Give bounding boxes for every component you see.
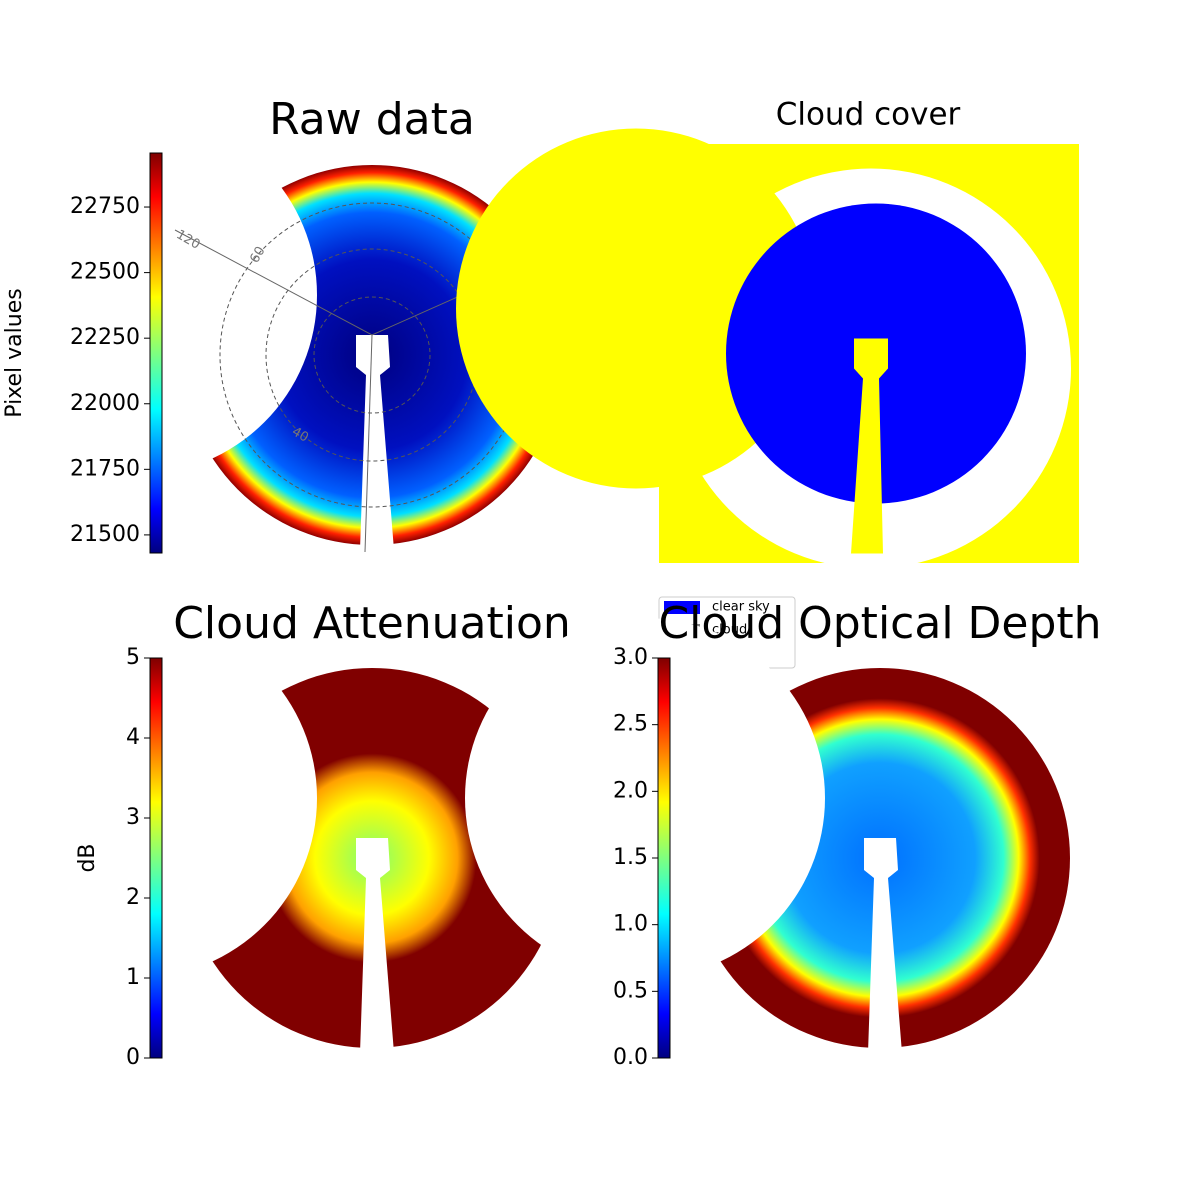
panel-title: Raw data [269, 94, 475, 145]
colorbar-tick-label: 2.0 [613, 778, 648, 803]
colorbar-tick-label: 1.0 [613, 912, 648, 937]
colorbar-tick-label: 5 [126, 645, 140, 670]
legend-label: clear sky [712, 600, 770, 615]
polar-annotation: 60 [247, 244, 268, 266]
colorbar [149, 152, 163, 554]
colorbar-tick-label: 0.5 [613, 978, 648, 1003]
legend-swatch [664, 601, 700, 614]
colorbar-tick-label: 1.5 [613, 845, 648, 870]
colorbar-tick-label: 3 [126, 805, 140, 830]
masked-region [456, 128, 816, 489]
sun-band [851, 338, 888, 554]
colorbar-tick-label: 0.0 [613, 1045, 648, 1070]
colorbar [149, 657, 163, 1059]
colorbar-tick-label: 3.0 [613, 645, 648, 670]
colorbar-tick-label: 0 [126, 1045, 140, 1070]
shadowband-mask [864, 838, 902, 1053]
colorbar-tick-label: 21500 [70, 522, 140, 547]
image-panel [465, 618, 1070, 1053]
colorbar-tick-label: 22500 [70, 260, 140, 285]
shadowband-mask [356, 335, 394, 550]
colorbar-label: dB [75, 843, 100, 872]
colorbar-tick-label: 21750 [70, 456, 140, 481]
polar-line [364, 334, 373, 553]
colorbar-tick-label: 4 [126, 725, 140, 750]
panel-title: Cloud Attenuation [173, 598, 571, 649]
colorbar-tick-label: 2.5 [613, 712, 648, 737]
colorbar-tick-label: 22750 [70, 194, 140, 219]
masked-region [465, 618, 825, 978]
colorbar [657, 657, 671, 1059]
colorbar-tick-label: 22250 [70, 325, 140, 350]
colorbar-tick-label: 1 [126, 965, 140, 990]
panel-title: Cloud cover [776, 97, 961, 133]
panel-title: Cloud Optical Depth [658, 598, 1101, 649]
colorbar-label: Pixel values [2, 288, 27, 417]
shadowband-mask [356, 838, 394, 1053]
colorbar-tick-label: 22000 [70, 391, 140, 416]
legend-label: cloud [712, 623, 747, 638]
polar-annotation: 40 [289, 424, 311, 445]
colorbar-tick-label: 2 [126, 885, 140, 910]
polar-ring [313, 296, 431, 414]
